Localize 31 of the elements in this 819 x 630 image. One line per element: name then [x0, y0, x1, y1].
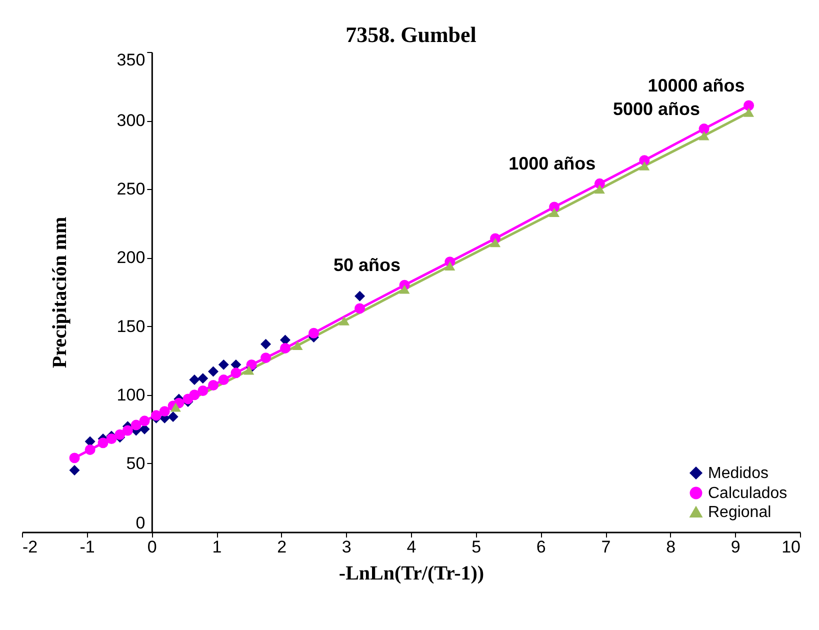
x-tick-label: 9	[730, 538, 740, 556]
y-tick-label: 300	[116, 111, 146, 130]
legend-label: Calculados	[708, 485, 788, 502]
y-axis-title: Precipitación mm	[49, 216, 72, 368]
x-tick-label: 0	[147, 538, 157, 556]
y-tick-label: 100	[116, 385, 146, 404]
legend-label: Medidos	[708, 465, 768, 482]
x-tick-label: 4	[406, 538, 416, 556]
x-tick-label: -2	[22, 538, 38, 556]
x-tick-label: 1	[212, 538, 222, 556]
annotation: 5000 años	[612, 98, 700, 119]
x-tick-label: 6	[536, 538, 546, 556]
y-tick-label: 0	[136, 514, 146, 532]
x-tick-label: -1	[80, 538, 95, 556]
x-tick-label: 3	[342, 538, 352, 556]
x-tick-label: 7	[601, 538, 611, 556]
x-tick-label: 10	[782, 538, 800, 556]
annotation: 50 años	[333, 255, 401, 276]
y-tick-label: 200	[116, 248, 146, 268]
annotation: 10000 años	[648, 75, 745, 96]
y-tick-label: 50	[126, 454, 146, 473]
chart-title: 7358. Gumbel	[346, 22, 476, 47]
legend-label: Regional	[708, 504, 772, 521]
x-tick-label: 8	[666, 538, 676, 556]
y-tick-label: 350	[116, 50, 146, 70]
x-axis-title: -LnLn(Tr/(Tr-1))	[338, 562, 484, 584]
annotation: 1000 años	[508, 154, 596, 174]
y-tick-label: 250	[116, 180, 146, 199]
x-tick-label: 2	[277, 538, 287, 556]
x-tick-label: 5	[472, 538, 482, 556]
y-tick-label: 150	[116, 316, 146, 336]
